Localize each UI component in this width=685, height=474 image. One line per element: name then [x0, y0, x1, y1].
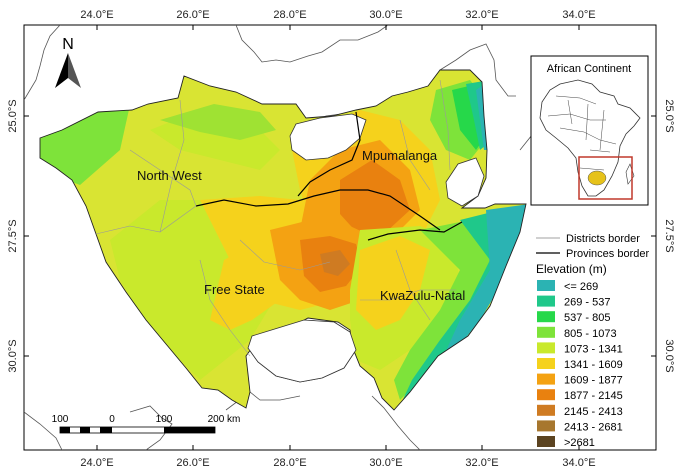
legend-class-label: 1877 - 2145 [564, 390, 623, 402]
bottom-axis-label: 28.0°E [273, 457, 306, 469]
province-labels: North West Mpumalanga Free State KwaZulu… [137, 148, 465, 303]
left-axis-label: 27.5°S [7, 219, 19, 252]
scale-label: 100 [156, 414, 173, 425]
bottom-axis-label: 32.0°E [465, 457, 498, 469]
top-axis-labels: 24.0°E 26.0°E 28.0°E 30.0°E 32.0°E 34.0°… [80, 9, 595, 21]
province-label-kwazulu-natal: KwaZulu-Natal [380, 288, 465, 303]
legend-swatch [537, 420, 555, 432]
legend-swatch [537, 373, 555, 385]
legend-lines: Districts border Provinces border [536, 233, 649, 260]
bottom-axis-label: 34.0°E [562, 457, 595, 469]
district-borders [95, 79, 456, 357]
top-axis-label: 24.0°E [80, 9, 113, 21]
inset-title: African Continent [547, 63, 631, 75]
north-arrow: N [55, 36, 81, 88]
left-axis-labels: 25.0°S 27.5°S 30.0°S [7, 99, 19, 372]
left-axis-label: 25.0°S [7, 99, 19, 132]
legend-class-label: 2413 - 2681 [564, 421, 623, 433]
right-axis-label: 27.5°S [663, 219, 675, 252]
north-arrow-icon [55, 53, 68, 88]
legend-class-label: 537 - 805 [564, 312, 610, 324]
legend-class-label: 269 - 537 [564, 297, 610, 309]
legend-swatch [537, 326, 555, 338]
legend-class-label: <= 269 [564, 281, 598, 293]
inset-map: African Continent [530, 55, 649, 206]
bottom-axis-labels: 24.0°E 26.0°E 28.0°E 30.0°E 32.0°E 34.0°… [80, 457, 595, 469]
scale-label: 100 [52, 414, 69, 425]
top-axis-label: 30.0°E [369, 9, 402, 21]
graticule-ticks [24, 25, 656, 450]
legend-class-label: 1609 - 1877 [564, 375, 623, 387]
top-axis-label: 32.0°E [465, 9, 498, 21]
legend-line-label: Provinces border [566, 248, 649, 260]
legend-swatch [537, 295, 555, 307]
scale-label: 200 km [208, 414, 241, 425]
legend-line-label: Districts border [566, 233, 640, 245]
legend-title: Elevation (m) [536, 262, 607, 276]
legend-swatch [537, 358, 555, 369]
legend-swatch [537, 389, 555, 401]
legend-swatch [537, 311, 555, 323]
province-label-north-west: North West [137, 168, 202, 183]
north-arrow-label: N [62, 36, 74, 53]
province-borders [195, 111, 463, 241]
left-axis-label: 30.0°S [7, 339, 19, 372]
scale-bar: 100 0 100 200 km [52, 414, 241, 434]
right-axis-label: 25.0°S [663, 99, 675, 132]
inset-highlight-box [578, 156, 633, 200]
legend-class-label: 2145 - 2413 [564, 406, 623, 418]
legend-swatch [537, 280, 555, 291]
legend-class-label: 1073 - 1341 [564, 343, 623, 355]
scale-label: 0 [109, 414, 115, 425]
bottom-axis-label: 26.0°E [176, 457, 209, 469]
province-outline [39, 69, 527, 411]
top-axis-label: 26.0°E [176, 9, 209, 21]
legend-swatch [537, 404, 555, 416]
legend-class-label: 1341 - 1609 [564, 359, 623, 371]
top-axis-label: 28.0°E [273, 9, 306, 21]
legend-class-label: 805 - 1073 [564, 328, 617, 340]
legend-swatch [537, 342, 555, 354]
right-axis-label: 30.0°S [663, 339, 675, 372]
legend-class-label: >2681 [564, 437, 595, 449]
top-axis-label: 34.0°E [562, 9, 595, 21]
non-study-areas [247, 113, 485, 383]
province-label-mpumalanga: Mpumalanga [362, 148, 438, 163]
legend-swatch [537, 436, 555, 447]
right-axis-labels: 25.0°S 27.5°S 30.0°S [663, 99, 675, 372]
bottom-axis-label: 30.0°E [369, 457, 402, 469]
legend-classes: <= 269 269 - 537 537 - 805 805 - 1073 1073 -… [537, 280, 623, 449]
province-label-free-state: Free State [204, 282, 265, 297]
bottom-axis-label: 24.0°E [80, 457, 113, 469]
africa-outline-icon [539, 79, 641, 197]
